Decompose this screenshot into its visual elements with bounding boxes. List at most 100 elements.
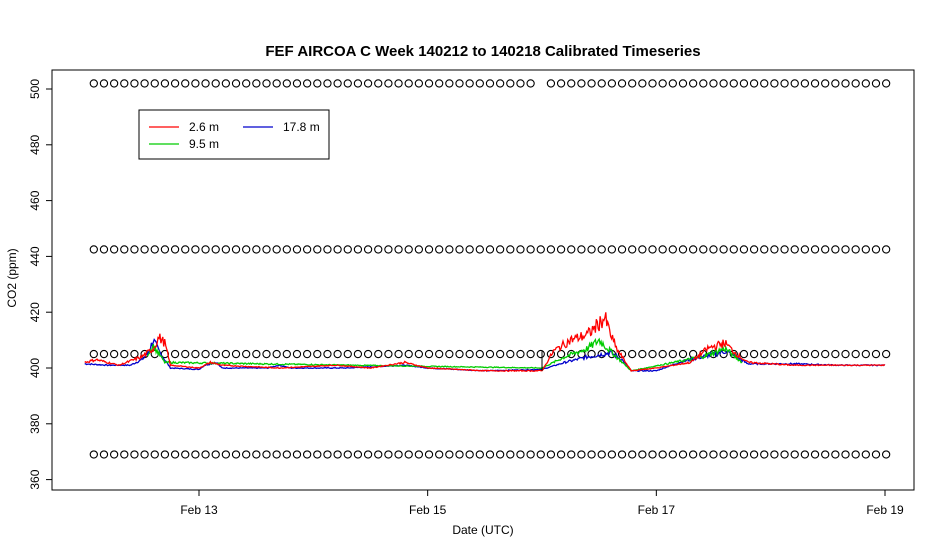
calibration-point — [323, 245, 332, 254]
calibration-point — [607, 245, 617, 254]
calibration-point — [201, 79, 210, 88]
calibration-point — [871, 349, 881, 359]
calibration-point — [841, 79, 850, 88]
calibration-point — [282, 79, 291, 88]
calibration-point — [851, 349, 860, 359]
calibration-point — [435, 450, 444, 459]
calibration-point — [292, 349, 302, 359]
calibration-point — [272, 450, 281, 459]
calibration-point — [628, 349, 637, 359]
calibration-point — [150, 245, 159, 254]
calibration-point — [668, 450, 677, 459]
calibration-point — [252, 349, 261, 359]
calibration-point — [191, 79, 200, 88]
calibration-point — [556, 79, 566, 88]
calibration-point — [668, 245, 677, 254]
calibration-point — [404, 245, 413, 254]
calibration-point — [252, 79, 261, 88]
legend-label-9-5m: 9.5 m — [189, 137, 219, 151]
calibration-point — [729, 450, 738, 459]
calibration-point — [658, 349, 667, 359]
calibration-point — [120, 79, 129, 88]
calibration-point — [130, 245, 139, 254]
calibration-point — [414, 79, 424, 88]
calibration-point — [242, 245, 251, 254]
calibration-point — [719, 450, 728, 459]
calibration-point — [495, 349, 505, 359]
calibration-point — [648, 79, 657, 88]
calibration-point — [881, 79, 891, 88]
calibration-point — [313, 349, 322, 359]
calibration-point — [648, 450, 657, 459]
plot-area: Feb 13 Feb 15 Feb 17 Feb 19 360 380 400 420 440 4… — [28, 69, 915, 517]
calibration-point — [455, 450, 464, 459]
calibration-point — [577, 245, 586, 254]
x-tick-label: Feb 13 — [180, 503, 218, 517]
calibration-point — [851, 450, 860, 459]
calibration-point — [120, 450, 129, 459]
calibration-point — [353, 349, 363, 359]
calibration-point — [404, 349, 413, 359]
calibration-point — [302, 450, 312, 459]
calibration-point — [333, 450, 342, 459]
calibration-point — [170, 79, 180, 88]
calibration-point — [414, 450, 424, 459]
calibration-point — [516, 79, 525, 88]
calibration-point — [109, 450, 119, 459]
calibration-point — [821, 79, 830, 88]
calibration-point — [810, 349, 820, 359]
calibration-point — [699, 245, 708, 254]
calibration-point — [475, 79, 484, 88]
calibration-point — [374, 245, 383, 254]
calibration-point — [648, 349, 657, 359]
calibration-point — [495, 79, 505, 88]
calibration-point — [516, 349, 525, 359]
calibration-point — [526, 79, 535, 88]
calibration-point — [556, 349, 566, 359]
calibration-point — [414, 349, 424, 359]
calibration-point — [363, 79, 373, 88]
calibration-point — [800, 79, 810, 88]
calibration-point — [821, 450, 830, 459]
x-axis-label: Date (UTC) — [452, 523, 513, 537]
calibration-point — [99, 245, 109, 254]
calibration-point — [739, 245, 749, 254]
calibration-point — [810, 79, 820, 88]
calibration-point — [800, 349, 810, 359]
calibration-point — [363, 349, 373, 359]
calibration-point — [881, 349, 891, 359]
calibration-point — [465, 245, 474, 254]
calibration-point — [638, 245, 647, 254]
calibration-point — [313, 79, 322, 88]
calibration-point — [831, 79, 840, 88]
calibration-point — [871, 450, 881, 459]
calibration-point — [800, 450, 810, 459]
calibration-point — [709, 245, 718, 254]
calibration-point — [435, 245, 444, 254]
calibration-point — [546, 79, 556, 88]
calibration-point — [231, 245, 241, 254]
calibration-point — [201, 349, 210, 359]
calibration-point — [424, 450, 434, 459]
calibration-point — [567, 245, 576, 254]
calibration-point — [760, 349, 769, 359]
calibration-point — [435, 349, 444, 359]
calibration-point — [851, 79, 860, 88]
calibration-point — [221, 450, 231, 459]
y-axis-label: CO2 (ppm) — [5, 248, 19, 307]
calibration-point — [282, 450, 291, 459]
calibration-point — [313, 245, 322, 254]
calibration-point — [526, 349, 535, 359]
calibration-point — [89, 245, 98, 254]
calibration-point — [668, 79, 677, 88]
calibration-point — [384, 450, 393, 459]
calibration-point — [455, 79, 464, 88]
y-tick-label: 500 — [28, 79, 42, 99]
calibration-point — [760, 79, 769, 88]
calibration-point — [729, 245, 738, 254]
calibration-point — [242, 79, 251, 88]
legend-box — [138, 109, 330, 160]
calibration-point — [445, 79, 454, 88]
calibration-point — [770, 349, 779, 359]
